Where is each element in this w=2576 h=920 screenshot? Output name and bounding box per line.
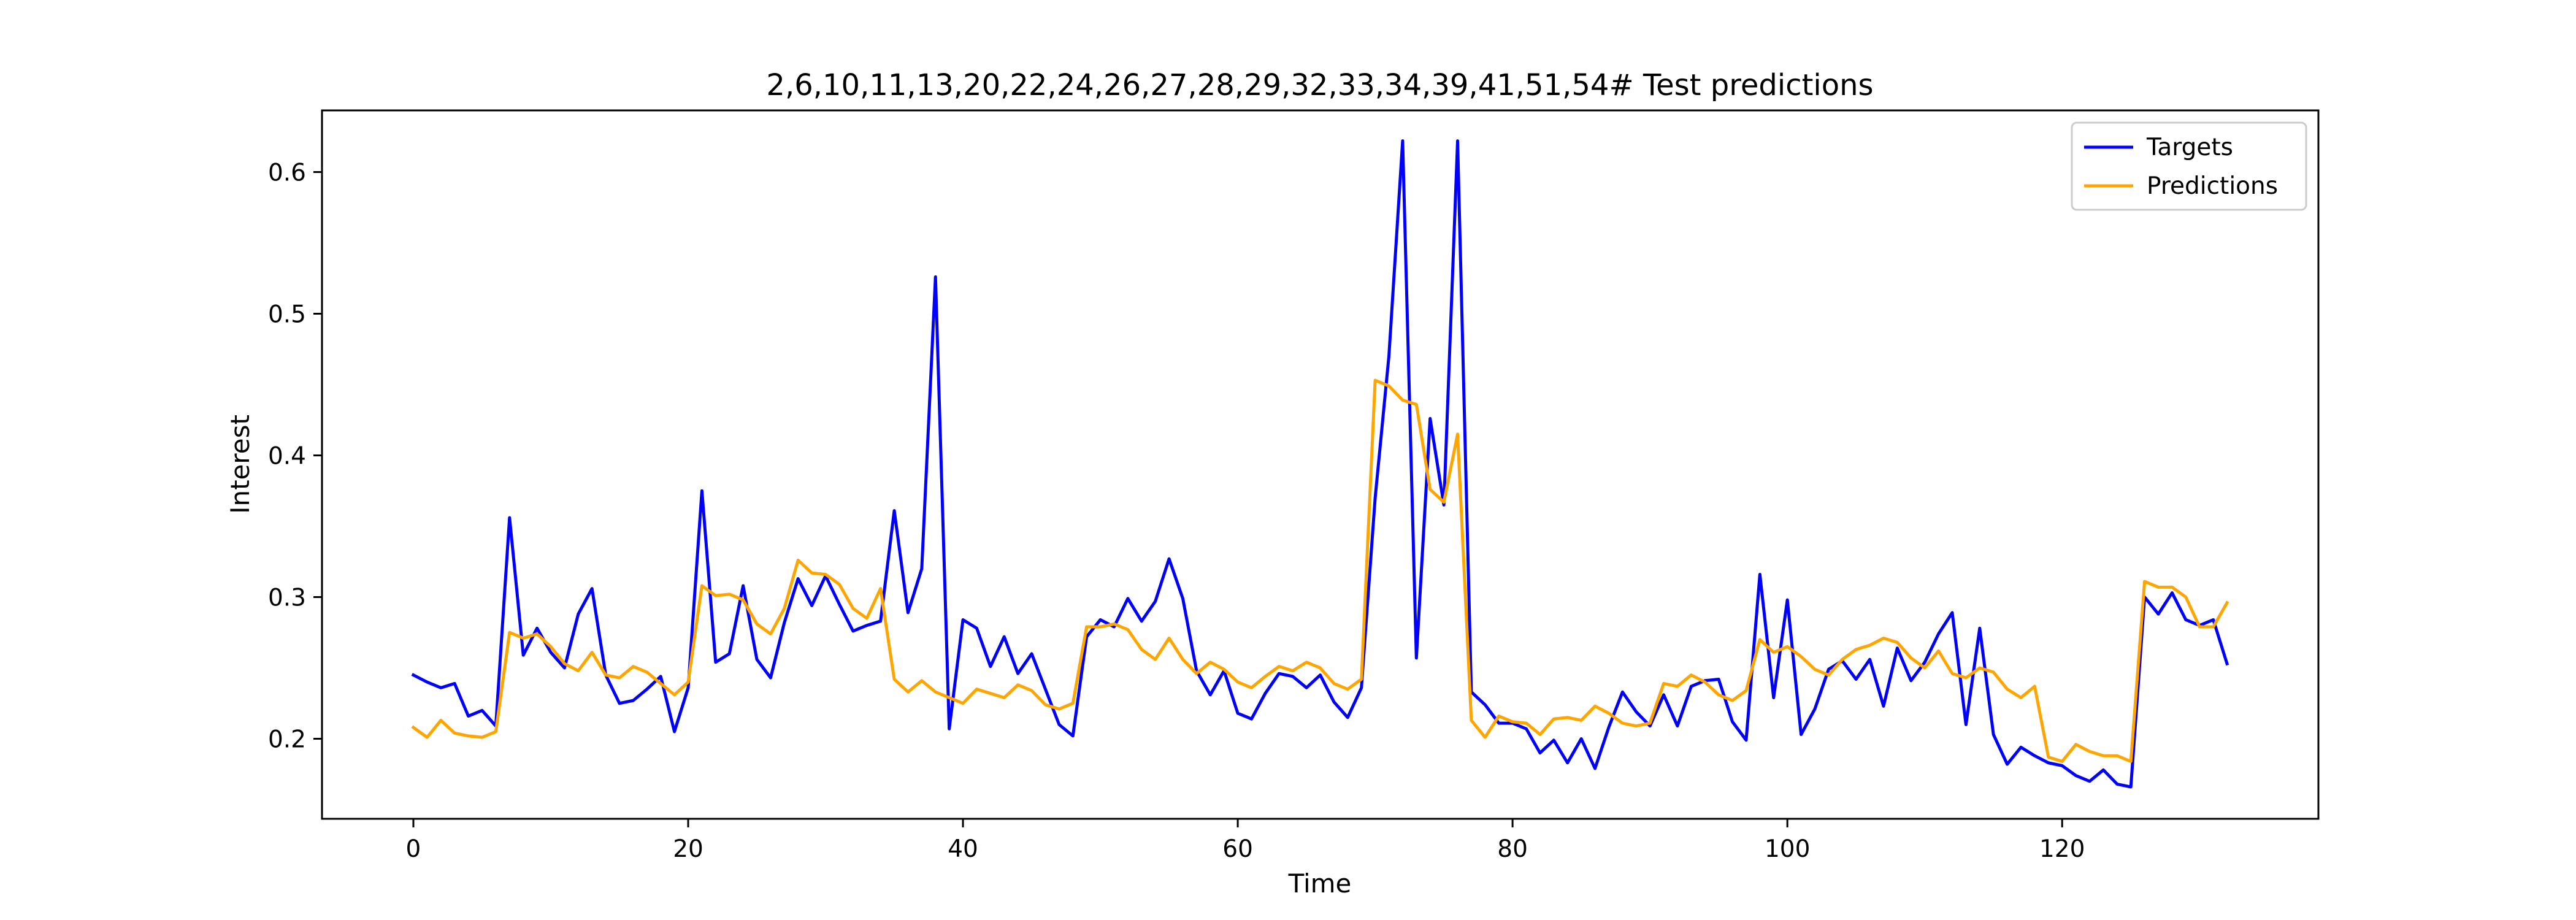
- x-tick-label: 0: [406, 835, 421, 863]
- x-tick-label: 60: [1222, 835, 1253, 863]
- legend: Targets Predictions: [2071, 121, 2307, 211]
- legend-label-targets: Targets: [2146, 134, 2233, 161]
- x-tick-label: 40: [948, 835, 978, 863]
- series-line-targets: [411, 139, 2229, 789]
- plot-frame: [321, 109, 2320, 820]
- legend-box: [2071, 121, 2307, 211]
- y-tick-label: 0.6: [268, 159, 306, 186]
- y-axis: 0.2 0.3 0.4 0.5 0.6: [268, 159, 322, 753]
- chart-title: 2,6,10,11,13,20,22,24,26,27,28,29,32,33,…: [766, 68, 1873, 102]
- x-tick-label: 120: [2039, 835, 2085, 863]
- y-tick-label: 0.3: [268, 584, 306, 611]
- series-line-predictions: [411, 378, 2229, 763]
- y-tick-label: 0.2: [268, 726, 306, 753]
- x-axis: 0 20 40 60 80 100 120: [406, 819, 2085, 863]
- y-tick-label: 0.5: [268, 301, 306, 328]
- legend-label-predictions: Predictions: [2147, 172, 2278, 200]
- x-tick-label: 80: [1497, 835, 1528, 863]
- x-axis-label: Time: [1288, 868, 1352, 899]
- x-tick-label: 20: [673, 835, 703, 863]
- series-layer: [411, 139, 2229, 789]
- y-tick-label: 0.4: [268, 442, 306, 470]
- x-tick-label: 100: [1765, 835, 1810, 863]
- y-axis-label: Interest: [225, 415, 255, 514]
